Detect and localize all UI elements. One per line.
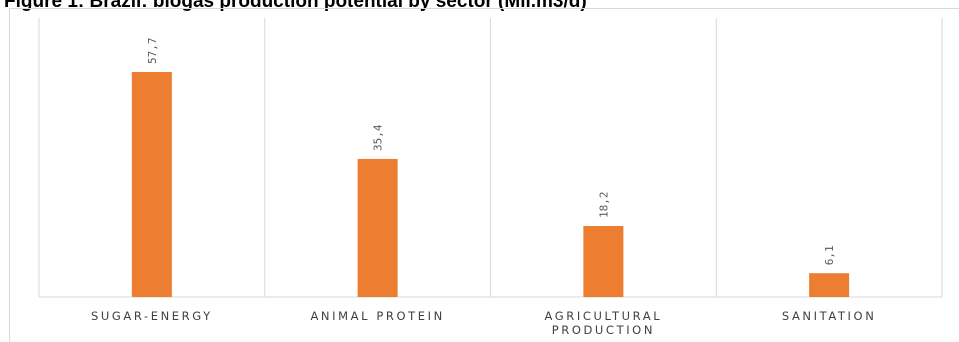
data-label-1: 57,7 xyxy=(146,37,159,64)
data-label-2: 35,4 xyxy=(372,124,385,151)
chart-frame xyxy=(9,8,959,342)
category-label-2: ANIMAL PROTEIN xyxy=(310,309,444,323)
category-label-1: SUGAR-ENERGY xyxy=(91,309,213,323)
category-label-3: AGRICULTURAL xyxy=(545,309,663,323)
bar-3 xyxy=(583,226,624,297)
category-label-3: PRODUCTION xyxy=(552,323,655,337)
bar-2 xyxy=(357,158,398,297)
bar-4 xyxy=(809,273,850,297)
data-label-3: 18,2 xyxy=(597,192,610,219)
data-label-4: 6,1 xyxy=(823,245,836,265)
chart-title: Figure 1: Brazil: biogas production pote… xyxy=(4,0,587,12)
bar-1 xyxy=(131,71,172,297)
category-label-4: SANITATION xyxy=(782,309,877,323)
